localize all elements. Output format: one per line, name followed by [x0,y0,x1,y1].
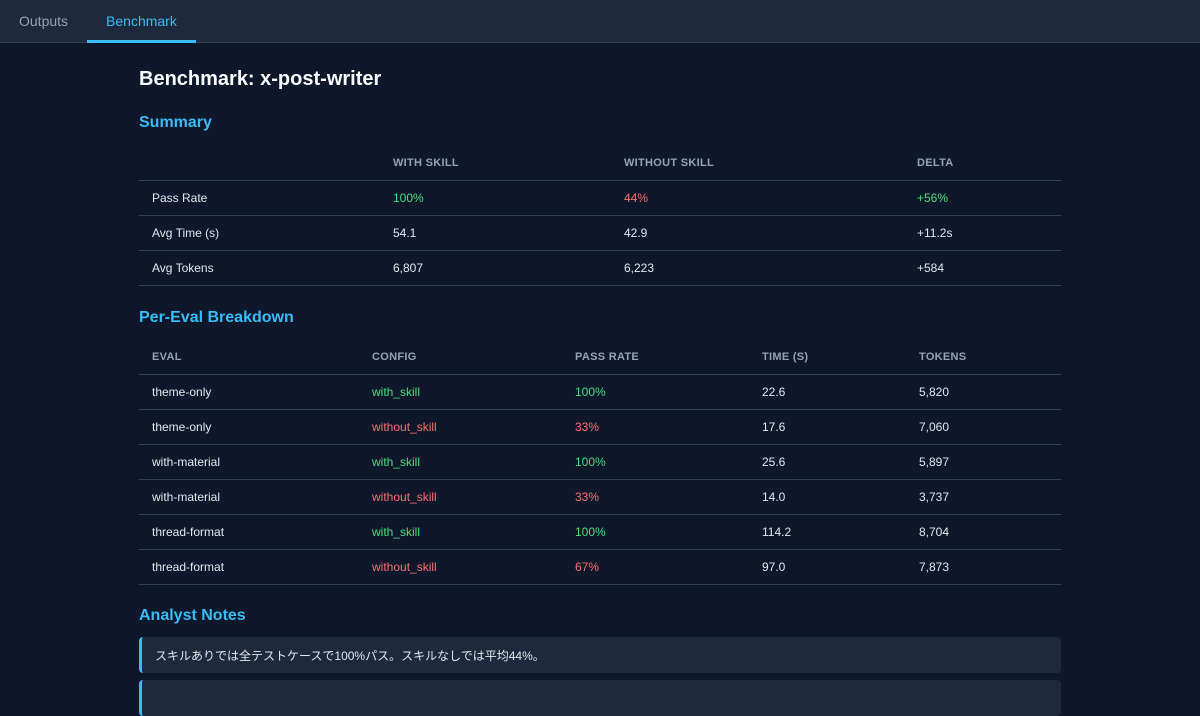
table-row: Avg Tokens 6,807 6,223 +584 [139,250,1061,286]
pass-rate-value: 33% [562,409,749,445]
breakdown-col-time: TIME (S) [749,340,906,375]
summary-col-with-skill: WITH SKILL [380,146,611,181]
time-value: 22.6 [749,374,906,410]
config-value: without_skill [359,409,562,445]
eval-name: with-material [139,479,359,515]
time-value: 17.6 [749,409,906,445]
page-title: Benchmark: x-post-writer [139,68,382,90]
summary-col-without-skill: WITHOUT SKILL [611,146,904,181]
eval-name: theme-only [139,374,359,410]
summary-heading: Summary [139,114,212,131]
pass-rate-value: 67% [562,549,749,585]
tokens-value: 3,737 [906,479,1061,515]
tab-bar: Outputs Benchmark [0,0,1200,43]
table-row: with-material without_skill 33% 14.0 3,7… [139,479,1061,515]
tokens-value: 7,873 [906,549,1061,585]
tokens-value: 7,060 [906,409,1061,445]
table-row: theme-only with_skill 100% 22.6 5,820 [139,374,1061,410]
with-skill-value: 100% [380,180,611,216]
time-value: 25.6 [749,444,906,480]
config-value: with_skill [359,514,562,550]
tokens-value: 5,897 [906,444,1061,480]
with-skill-value: 54.1 [380,215,611,251]
time-value: 114.2 [749,514,906,550]
pass-rate-value: 33% [562,479,749,515]
time-value: 97.0 [749,549,906,585]
table-row: Avg Time (s) 54.1 42.9 +11.2s [139,215,1061,251]
metric-label: Avg Time (s) [139,215,380,251]
breakdown-table: EVAL CONFIG PASS RATE TIME (S) TOKENS th… [139,340,1061,585]
table-row: with-material with_skill 100% 25.6 5,897 [139,444,1061,480]
summary-col-metric [139,146,380,181]
summary-col-delta: DELTA [904,146,1061,181]
eval-name: thread-format [139,514,359,550]
pass-rate-value: 100% [562,444,749,480]
main-content: Benchmark: x-post-writer Summary WITH SK… [139,43,1061,716]
metric-label: Pass Rate [139,180,380,216]
pass-rate-value: 100% [562,374,749,410]
tab-outputs[interactable]: Outputs [19,13,69,29]
breakdown-heading: Per-Eval Breakdown [139,308,294,326]
table-row: thread-format without_skill 67% 97.0 7,8… [139,549,1061,585]
time-value: 14.0 [749,479,906,515]
eval-name: thread-format [139,549,359,585]
with-skill-value: 6,807 [380,250,611,286]
summary-table: WITH SKILL WITHOUT SKILL DELTA Pass Rate… [139,146,1061,286]
config-value: without_skill [359,549,562,585]
breakdown-col-eval: EVAL [139,340,359,375]
table-row: Pass Rate 100% 44% +56% [139,180,1061,216]
table-row: thread-format with_skill 100% 114.2 8,70… [139,514,1061,550]
table-row: theme-only without_skill 33% 17.6 7,060 [139,409,1061,445]
config-value: with_skill [359,374,562,410]
delta-value: +584 [904,250,1061,286]
breakdown-col-pass-rate: PASS RATE [562,340,749,375]
pass-rate-value: 100% [562,514,749,550]
without-skill-value: 44% [611,180,904,216]
analyst-note [139,680,1061,716]
tokens-value: 8,704 [906,514,1061,550]
without-skill-value: 42.9 [611,215,904,251]
delta-value: +11.2s [904,215,1061,251]
metric-label: Avg Tokens [139,250,380,286]
config-value: with_skill [359,444,562,480]
tokens-value: 5,820 [906,374,1061,410]
tab-benchmark[interactable]: Benchmark [87,0,196,43]
eval-name: theme-only [139,409,359,445]
breakdown-col-tokens: TOKENS [906,340,1061,375]
eval-name: with-material [139,444,359,480]
without-skill-value: 6,223 [611,250,904,286]
breakdown-col-config: CONFIG [359,340,562,375]
summary-header-row: WITH SKILL WITHOUT SKILL DELTA [139,146,1061,181]
config-value: without_skill [359,479,562,515]
delta-value: +56% [904,180,1061,216]
analyst-note: スキルありでは全テストケースで100%パス。スキルなしでは平均44%。 [139,637,1061,673]
breakdown-header-row: EVAL CONFIG PASS RATE TIME (S) TOKENS [139,340,1061,375]
analyst-notes-heading: Analyst Notes [139,607,246,624]
